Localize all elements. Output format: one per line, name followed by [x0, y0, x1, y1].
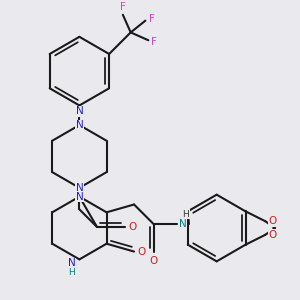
Text: F: F: [120, 2, 126, 12]
Text: O: O: [149, 256, 158, 266]
Text: O: O: [269, 230, 277, 240]
Text: N: N: [76, 106, 83, 116]
Text: H: H: [183, 210, 189, 219]
Text: O: O: [138, 247, 146, 256]
Text: F: F: [151, 37, 157, 47]
Text: O: O: [128, 222, 136, 232]
Text: N: N: [76, 120, 83, 130]
Text: H: H: [68, 268, 75, 277]
Text: N: N: [76, 192, 83, 202]
Text: N: N: [179, 219, 187, 229]
Text: N: N: [68, 258, 75, 268]
Text: O: O: [269, 216, 277, 226]
Text: F: F: [149, 14, 155, 24]
Text: N: N: [76, 183, 83, 193]
